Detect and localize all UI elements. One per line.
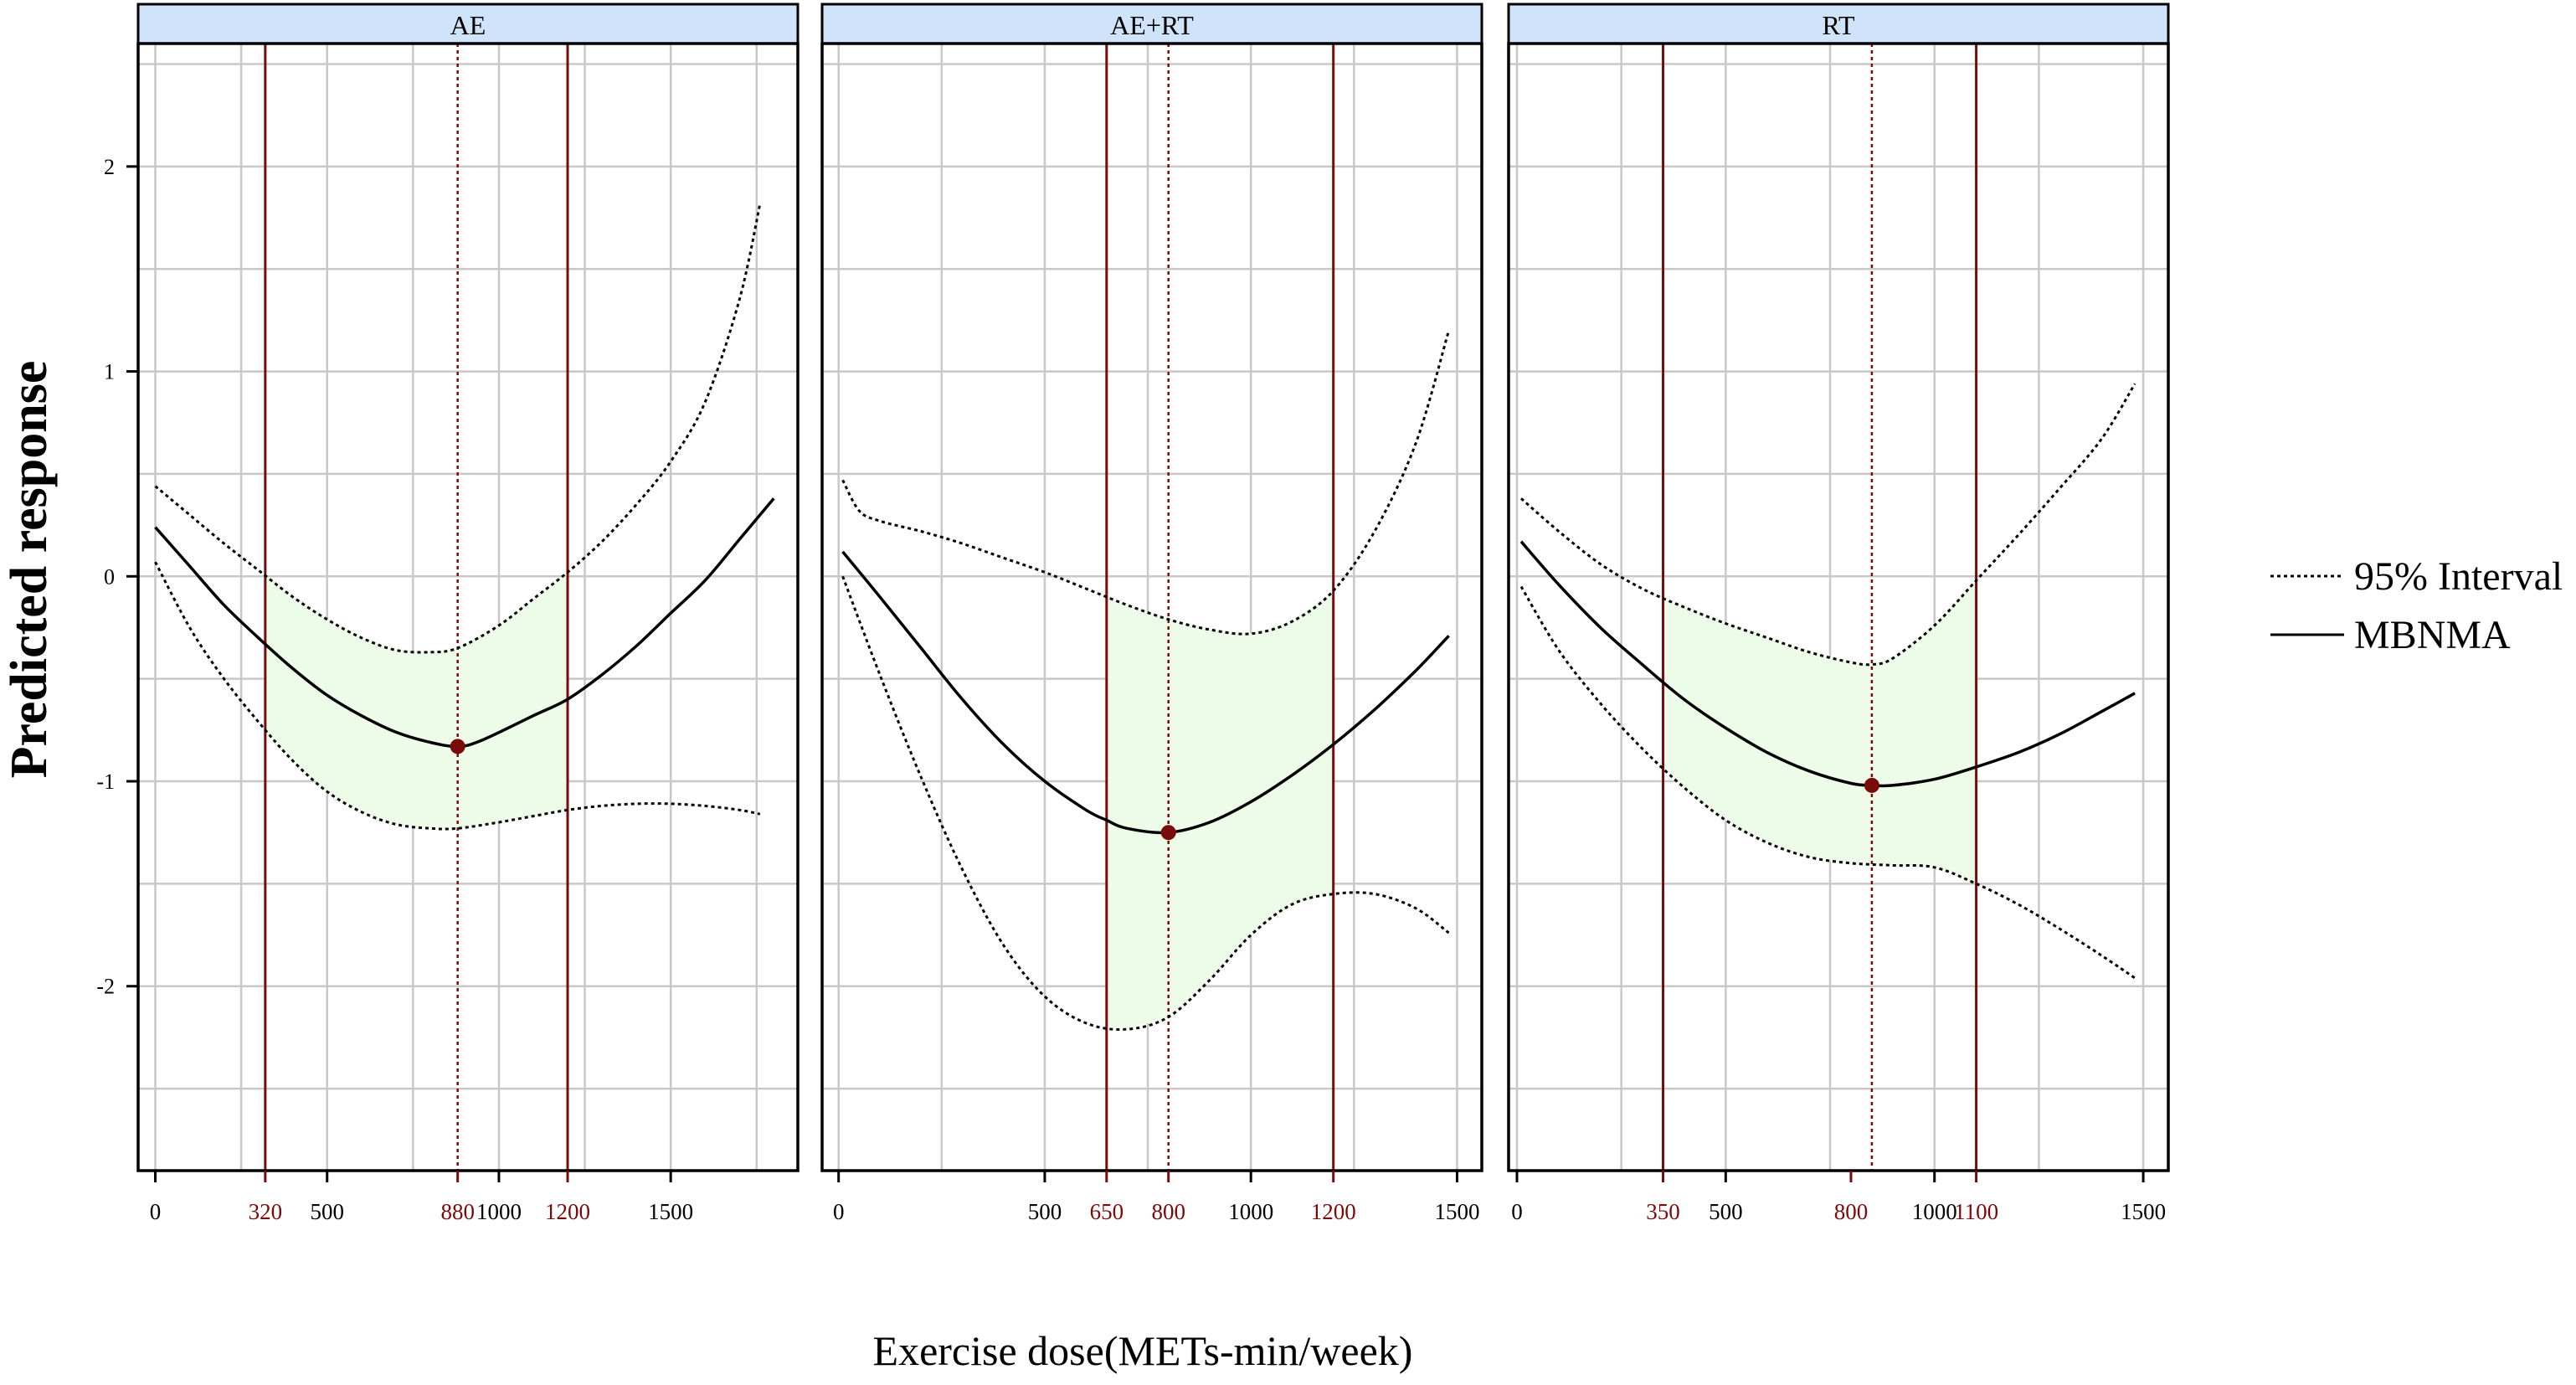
panel-strip-label: RT <box>1823 10 1855 40</box>
x-tick-label: 1200 <box>1311 1199 1356 1224</box>
panel-strip <box>1507 3 2170 45</box>
optimal-dose-point <box>450 739 465 754</box>
x-tick-label: 650 <box>1090 1199 1124 1224</box>
ci-shaded-region <box>1106 590 1334 1029</box>
ci-shaded-region <box>1663 580 1977 884</box>
panel-ae: AE 0 320 500 880 1000 1200 1500 2 1 0 -1 -2 <box>96 3 800 1224</box>
x-tick-label: 1000 <box>476 1199 522 1224</box>
ci-upper-curve <box>154 203 762 654</box>
ci-shaded-region <box>265 572 568 829</box>
x-tick-label: 1000 <box>1912 1199 1957 1224</box>
y-tick-label: 0 <box>104 564 115 589</box>
x-tick-label: 800 <box>1834 1199 1869 1224</box>
ci-upper-curve <box>841 330 1451 636</box>
x-tick-label: 880 <box>440 1199 475 1224</box>
x-tick-label: 800 <box>1151 1199 1185 1224</box>
x-tick-label: 500 <box>310 1199 344 1224</box>
panel-ae-rt: AE+RT 0 500 650 800 1000 1200 1500 <box>820 3 1483 1224</box>
x-tick-label: 500 <box>1028 1199 1062 1224</box>
y-tick-label: -1 <box>96 770 115 794</box>
panel-frame <box>1507 42 2170 1172</box>
mbnma-curve <box>1519 540 2136 788</box>
x-tick-label: 0 <box>833 1199 845 1224</box>
y-tick-label: 2 <box>104 155 115 179</box>
x-tick-label: 1500 <box>1434 1199 1479 1224</box>
x-tick-label: 500 <box>1709 1199 1743 1224</box>
x-tick-label: 350 <box>1646 1199 1680 1224</box>
panel-frame <box>820 42 1483 1172</box>
x-tick-label: 0 <box>1511 1199 1523 1224</box>
x-tick-label: 1100 <box>1954 1199 1998 1224</box>
panel-frame <box>136 42 800 1172</box>
optimal-dose-point <box>1864 777 1879 793</box>
x-axis-title: Exercise dose(METs-min/week) <box>873 1327 1413 1374</box>
ci-lower-curve <box>1519 585 2136 980</box>
grid <box>1509 44 2168 1171</box>
panel-strip <box>136 3 800 45</box>
x-tick-label: 1000 <box>1228 1199 1273 1224</box>
y-tick-label: 1 <box>104 360 115 384</box>
legend-mbnma-label: MBNMA <box>2354 613 2511 657</box>
x-tick-label: 1500 <box>648 1199 693 1224</box>
x-tick-label: 1500 <box>2121 1199 2166 1224</box>
x-tick-label: 320 <box>249 1199 283 1224</box>
y-axis-title: Predicted response <box>1 361 58 779</box>
mbnma-curve <box>841 550 1450 835</box>
ci-lower-curve <box>154 561 761 831</box>
panel-strip-label: AE+RT <box>1110 10 1194 40</box>
optimal-dose-point <box>1160 825 1176 841</box>
x-tick-label: 0 <box>150 1199 162 1224</box>
legend-interval-label: 95% Interval <box>2354 554 2563 599</box>
ci-upper-curve <box>1520 383 2136 667</box>
legend: 95% Interval MBNMA <box>2270 554 2563 657</box>
y-tick-label: -2 <box>96 975 115 999</box>
x-tick-label: 1200 <box>545 1199 590 1224</box>
panel-strip-label: AE <box>450 10 486 40</box>
grid <box>138 44 798 1171</box>
ci-lower-curve <box>841 575 1450 1031</box>
